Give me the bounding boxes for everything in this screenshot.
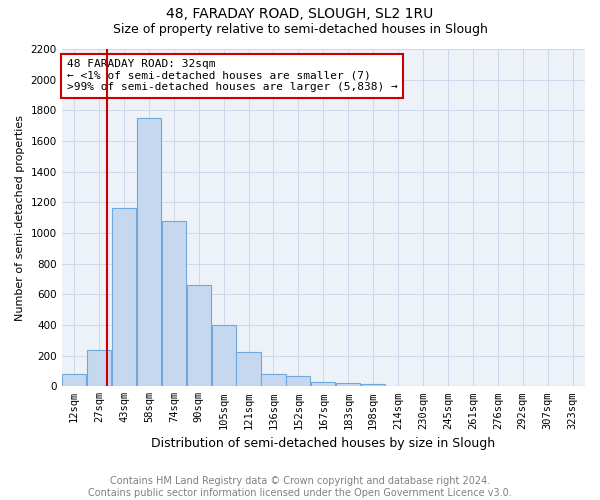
Bar [262,374,286,386]
Text: Size of property relative to semi-detached houses in Slough: Size of property relative to semi-detach… [113,22,487,36]
Bar [212,325,236,386]
Bar [361,384,385,386]
Text: 48 FARADAY ROAD: 32sqm
← <1% of semi-detached houses are smaller (7)
>99% of sem: 48 FARADAY ROAD: 32sqm ← <1% of semi-det… [67,59,398,92]
Bar [236,352,260,386]
Bar [112,208,136,386]
Bar [137,118,161,386]
Text: 48, FARADAY ROAD, SLOUGH, SL2 1RU: 48, FARADAY ROAD, SLOUGH, SL2 1RU [166,8,434,22]
Bar [162,220,186,386]
Bar [286,376,310,386]
X-axis label: Distribution of semi-detached houses by size in Slough: Distribution of semi-detached houses by … [151,437,496,450]
Bar [311,382,335,386]
Text: Contains HM Land Registry data © Crown copyright and database right 2024.
Contai: Contains HM Land Registry data © Crown c… [88,476,512,498]
Bar [336,383,361,386]
Bar [87,350,111,387]
Bar [62,374,86,386]
Bar [187,285,211,386]
Y-axis label: Number of semi-detached properties: Number of semi-detached properties [15,114,25,320]
